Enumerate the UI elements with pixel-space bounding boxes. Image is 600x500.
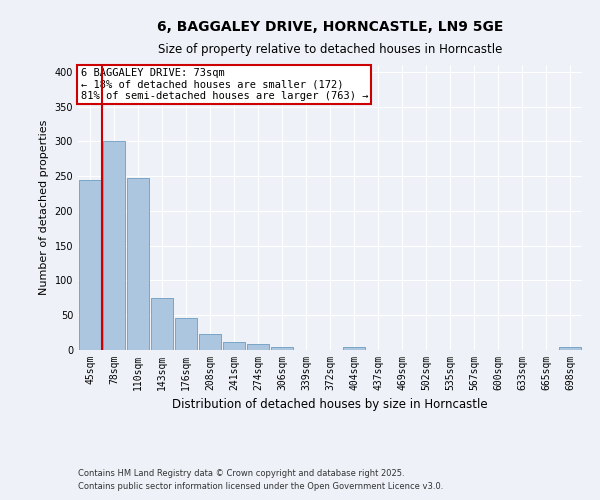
Bar (199, 334, 221, 350)
Bar (79, 180, 101, 350)
Bar (271, 346, 293, 350)
Bar (247, 344, 269, 350)
Y-axis label: Number of detached properties: Number of detached properties (39, 120, 49, 295)
Text: Contains HM Land Registry data © Crown copyright and database right 2025.: Contains HM Land Registry data © Crown c… (78, 468, 404, 477)
Bar (175, 318, 197, 350)
Text: 6, BAGGALEY DRIVE, HORNCASTLE, LN9 5GE: 6, BAGGALEY DRIVE, HORNCASTLE, LN9 5GE (157, 20, 503, 34)
X-axis label: Distribution of detached houses by size in Horncastle: Distribution of detached houses by size … (172, 398, 488, 411)
Bar (127, 178, 149, 350)
Bar (343, 347, 365, 350)
Text: Size of property relative to detached houses in Horncastle: Size of property relative to detached ho… (158, 42, 502, 56)
Bar (559, 347, 581, 350)
Bar (151, 298, 173, 350)
Text: 6 BAGGALEY DRIVE: 73sqm
← 18% of detached houses are smaller (172)
81% of semi-d: 6 BAGGALEY DRIVE: 73sqm ← 18% of detache… (80, 68, 368, 101)
Bar (103, 142, 125, 350)
Text: Contains public sector information licensed under the Open Government Licence v3: Contains public sector information licen… (78, 482, 443, 491)
Bar (223, 342, 245, 350)
